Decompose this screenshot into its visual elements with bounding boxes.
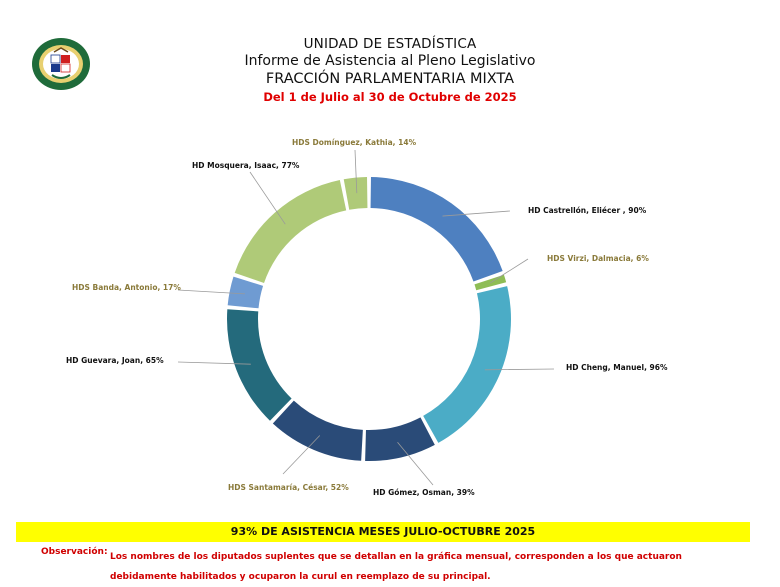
report-title: Informe de Asistencia al Pleno Legislati…: [244, 53, 536, 69]
leader-line: [484, 368, 555, 371]
slice-label: HD Mosquera, Isaac, 77%: [192, 161, 300, 170]
donut-slice: [423, 286, 511, 443]
summary-banner: 93% DE ASISTENCIA MESES JULIO-OCTUBRE 20…: [16, 522, 750, 542]
leader-line: [397, 441, 434, 486]
donut-slice: [227, 276, 264, 309]
unit-title: UNIDAD DE ESTADÍSTICA: [303, 36, 477, 52]
leader-line: [442, 210, 511, 217]
slice-label: HD Castrellón, Eliécer , 90%: [528, 206, 647, 215]
leader-line: [177, 289, 246, 295]
donut-slice: [234, 180, 347, 283]
attendance-donut-chart: HD Castrellón, Eliécer , 90% HDS Virzi, D…: [66, 138, 668, 497]
slice-label: HDS Banda, Antonio, 17%: [72, 283, 181, 292]
leader-line: [282, 435, 321, 475]
observation-text: Los nombres de los diputados suplentes q…: [110, 552, 682, 582]
leader-line: [249, 171, 286, 225]
leader-line: [354, 149, 358, 194]
slice-label: HD Guevara, Joan, 65%: [66, 356, 164, 365]
slice-label: HDS Domínguez, Kathia, 14%: [292, 138, 417, 147]
donut-slice: [227, 309, 292, 421]
asamblea-nacional-logo: [32, 38, 90, 90]
slice-label: HD Gómez, Osman, 39%: [373, 488, 475, 497]
donut-slice: [343, 177, 368, 210]
leader-line: [177, 361, 251, 365]
faction-title: FRACCIÓN PARLAMENTARIA MIXTA: [265, 71, 515, 87]
donut-slice: [370, 177, 503, 282]
leader-line: [490, 258, 529, 284]
donut-slice: [365, 417, 435, 461]
observation-label: Observación:: [41, 547, 108, 557]
period-subtitle: Del 1 de Julio al 30 de Octubre de 2025: [263, 90, 517, 104]
donut-slice: [272, 400, 363, 461]
slice-label: HDS Santamaría, César, 52%: [228, 483, 349, 492]
slice-label: HDS Virzi, Dalmacia, 6%: [547, 254, 649, 263]
slice-label: HD Cheng, Manuel, 96%: [566, 363, 668, 372]
